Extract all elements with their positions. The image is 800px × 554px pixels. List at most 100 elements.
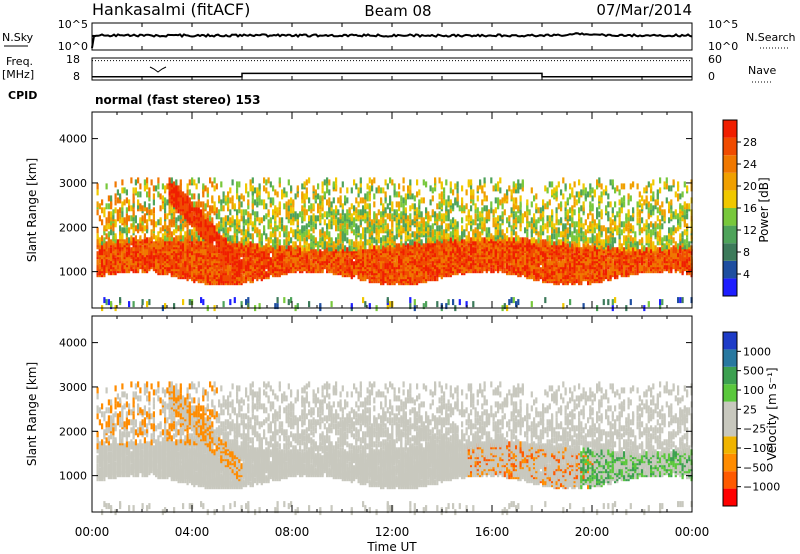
power-cell	[233, 231, 236, 238]
power-cell	[382, 223, 385, 230]
power-cell	[287, 199, 290, 206]
power-cell	[344, 245, 347, 252]
power-cell	[353, 251, 356, 258]
power-cell	[386, 183, 389, 190]
power-cell	[494, 217, 497, 224]
power-cell	[413, 215, 416, 222]
power-cell	[395, 201, 398, 208]
power-cell	[488, 231, 491, 238]
power-cell	[517, 187, 520, 194]
power-cell	[283, 187, 286, 194]
power-cell	[465, 223, 468, 230]
power-cell	[488, 209, 491, 216]
power-cell	[110, 247, 113, 254]
power-cell	[337, 225, 340, 232]
power-cell	[422, 197, 425, 204]
power-cell	[188, 189, 191, 196]
power-cell	[380, 243, 383, 250]
power-cell	[301, 197, 304, 204]
power-cell	[193, 193, 196, 200]
power-cell	[355, 197, 358, 204]
power-cell	[425, 213, 428, 220]
power-cell	[177, 235, 180, 242]
power-cell	[150, 261, 153, 268]
power-cell	[96, 251, 99, 258]
power-cell	[443, 187, 446, 194]
power-cell	[319, 217, 322, 224]
power-cell	[456, 255, 459, 262]
power-cell	[335, 205, 338, 212]
power-cell	[168, 227, 171, 234]
power-cell	[107, 211, 110, 218]
power-cell	[427, 237, 430, 244]
power-cell	[528, 261, 531, 268]
power-cell	[287, 217, 290, 224]
power-cell	[474, 227, 477, 234]
power-cell	[202, 213, 205, 220]
power-cell	[546, 215, 549, 222]
power-cell	[393, 189, 396, 196]
power-cell	[125, 197, 128, 204]
power-cell	[355, 227, 358, 234]
power-cell	[404, 193, 407, 200]
power-cell	[110, 255, 113, 262]
power-cell	[303, 209, 306, 216]
power-cell	[483, 177, 486, 184]
power-cell	[150, 179, 153, 186]
power-cell	[461, 185, 464, 192]
power-cell	[134, 225, 137, 232]
power-cell	[130, 177, 133, 184]
power-cell	[247, 237, 250, 244]
power-cell	[407, 221, 410, 228]
power-cell	[213, 225, 216, 232]
power-cell	[364, 227, 367, 234]
power-cell	[332, 267, 335, 274]
power-cell	[359, 233, 362, 240]
power-cell	[242, 239, 245, 246]
power-cell	[294, 233, 297, 240]
power-cell	[434, 229, 437, 236]
power-cell	[164, 213, 167, 220]
power-cell	[411, 231, 414, 238]
power-cell	[110, 239, 113, 246]
power-cell	[290, 245, 293, 252]
power-cell	[380, 269, 383, 276]
power-cell	[130, 247, 133, 254]
power-cell	[503, 193, 506, 200]
power-cell	[404, 235, 407, 242]
power-cell	[227, 231, 230, 238]
power-cell	[146, 177, 149, 184]
power-cell	[195, 183, 198, 190]
power-cell	[528, 269, 531, 276]
power-cell	[398, 205, 401, 212]
power-cell	[321, 241, 324, 248]
power-cell	[236, 279, 239, 286]
power-cell	[287, 235, 290, 242]
power-cell	[186, 233, 189, 240]
power-cell	[164, 229, 167, 236]
power-cell	[539, 245, 542, 252]
power-cell	[418, 271, 421, 278]
power-cell	[128, 215, 131, 222]
power-cell	[461, 217, 464, 224]
power-cell	[222, 227, 225, 234]
power-cell	[312, 185, 315, 192]
power-cell	[132, 197, 135, 204]
power-cell	[517, 299, 520, 306]
power-cell	[200, 209, 203, 216]
power-cell	[254, 223, 257, 230]
power-cell	[242, 229, 245, 236]
power-cell	[503, 209, 506, 216]
power-cell	[103, 207, 106, 214]
power-cell	[166, 199, 169, 206]
power-cell	[177, 269, 180, 276]
power-cell	[364, 233, 367, 240]
power-cell	[355, 223, 358, 230]
power-cell	[526, 231, 529, 238]
power-cell	[242, 257, 245, 264]
power-cell	[112, 209, 115, 216]
power-cell	[152, 219, 155, 226]
power-cell	[287, 239, 290, 246]
power-cell	[530, 187, 533, 194]
power-cell	[166, 225, 169, 232]
